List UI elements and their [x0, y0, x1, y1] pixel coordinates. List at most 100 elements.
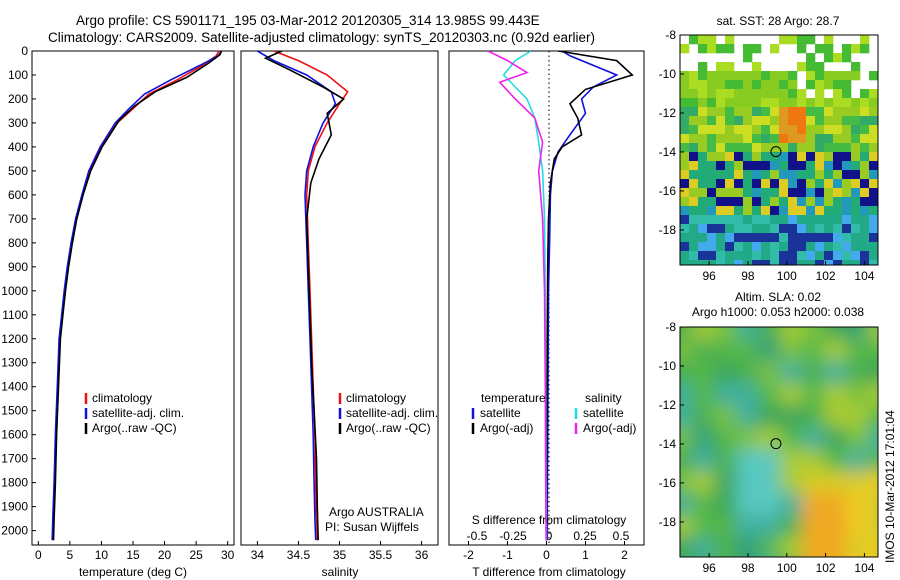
argo-location-marker — [770, 146, 782, 158]
sla-heatmap-cell — [758, 327, 780, 339]
sla-heatmap-cell — [736, 327, 758, 339]
sla-heatmap-cell — [680, 493, 692, 515]
sla-heatmap-cell — [758, 339, 780, 361]
sst-heatmap-cell — [698, 35, 708, 45]
sst-heatmap-cell — [761, 206, 771, 216]
sla-heatmap-cell — [714, 427, 736, 449]
sst-heatmap-cell — [716, 152, 726, 162]
sst-heatmap-cell — [869, 152, 878, 162]
depth-tick-label: 1300 — [1, 356, 28, 370]
temperature-tick-label: 10 — [95, 548, 109, 562]
temperature-tick-label: 5 — [67, 548, 74, 562]
sst-heatmap-cell — [680, 152, 690, 162]
sst-heatmap-cell — [779, 71, 789, 81]
salinity-panel: 34 34.5 35 35.5 36 salinity climatologysatel… — [240, 50, 439, 579]
sla-map-tick-labels: 96 98 100 102 104 -8 -10 -12 -14 -16 -18 — [659, 320, 875, 575]
sst-map-panel: sat. SST: 28 Argo: 28.7 96 98 100 102 104 -8 -… — [659, 14, 879, 283]
sst-heatmap-cell — [806, 107, 816, 117]
sst-heatmap-cell — [725, 71, 735, 81]
sla-heatmap-cell — [680, 449, 692, 471]
salinity-legend-label: Argo(..raw -QC) — [346, 421, 431, 435]
sst-heatmap-cell — [743, 215, 753, 225]
sla-heatmap-cell — [868, 449, 878, 471]
sst-heatmap-cell — [761, 89, 771, 99]
sst-heatmap-cell — [851, 143, 861, 153]
sst-heatmap-cell — [770, 179, 780, 189]
sst-heatmap-cell — [824, 224, 834, 234]
sst-heatmap-cell — [842, 224, 852, 234]
sst-heatmap-cell — [743, 224, 753, 234]
sla-heatmap-cell — [868, 339, 878, 361]
difference-series-salinity-satellite — [502, 51, 548, 541]
sst-heatmap-cell — [689, 179, 699, 189]
sst-heatmap-cell — [689, 260, 699, 265]
s-difference-tick-label: -0.5 — [467, 529, 488, 543]
t-difference-xlabel: T difference from climatology — [472, 565, 626, 579]
salinity-tick-labels: 34 34.5 35 35.5 36 — [251, 541, 429, 562]
sst-heatmap-cell — [842, 71, 852, 81]
sla-heatmap-cell — [714, 361, 736, 383]
sla-heatmap-cell — [846, 449, 868, 471]
sst-heatmap-cell — [761, 71, 771, 81]
sst-heatmap-cell — [869, 215, 878, 225]
sst-heatmap-cell — [824, 71, 834, 81]
sst-heatmap-cell — [752, 224, 762, 234]
sst-heatmap-cell — [725, 215, 735, 225]
sst-heatmap-cell — [788, 152, 798, 162]
sst-heatmap-cell — [869, 143, 878, 153]
sst-heatmap-cell — [860, 98, 870, 108]
sla-heatmap-cell — [680, 339, 692, 361]
sst-heatmap-cell — [842, 143, 852, 153]
sla-heatmap-cell — [868, 493, 878, 515]
sst-map-lat-tick-label: -14 — [659, 145, 677, 159]
sst-heatmap-cell — [707, 143, 717, 153]
sla-heatmap-cell — [692, 515, 714, 537]
sla-heatmap-cell — [680, 405, 692, 427]
sst-heatmap-cell — [806, 35, 816, 45]
sst-map-lat-tick-label: -18 — [659, 223, 677, 237]
sst-heatmap-cell — [680, 143, 690, 153]
sst-heatmap-cell — [734, 251, 744, 261]
sst-heatmap-cell — [824, 215, 834, 225]
sst-heatmap-cell — [698, 71, 708, 81]
sst-heatmap-cell — [797, 242, 807, 252]
sst-heatmap-cell — [770, 170, 780, 180]
sst-heatmap-cell — [761, 116, 771, 126]
sla-heatmap-cell — [680, 471, 692, 493]
sst-heatmap-cell — [770, 125, 780, 135]
sst-heatmap-cell — [734, 134, 744, 144]
depth-tick-label: 1200 — [1, 332, 28, 346]
sst-heatmap-cell — [734, 215, 744, 225]
sst-heatmap-cell — [770, 107, 780, 117]
temperature-tick-label: 25 — [189, 548, 203, 562]
sst-heatmap-cell — [833, 143, 843, 153]
sst-heatmap-cell — [806, 53, 816, 63]
sst-heatmap-cell — [689, 224, 699, 234]
sst-map-lat-tick-label: -8 — [665, 28, 676, 42]
sst-heatmap-cell — [743, 98, 753, 108]
sst-heatmap-cell — [707, 71, 717, 81]
sst-heatmap-cell — [788, 188, 798, 198]
temperature-series-satellite-adj-clim — [51, 51, 223, 541]
sst-heatmap-cell — [743, 143, 753, 153]
sst-heatmap-cell — [770, 44, 780, 54]
sst-heatmap-cell — [707, 260, 717, 265]
sst-heatmap-cell — [806, 170, 816, 180]
sst-heatmap-cell — [734, 98, 744, 108]
sst-heatmap-cell — [842, 53, 852, 63]
sst-heatmap-cell — [698, 62, 708, 72]
sst-heatmap-cell — [761, 233, 771, 243]
sst-heatmap-cell — [797, 44, 807, 54]
sla-heatmap-cell — [714, 471, 736, 493]
sst-heatmap-cell — [743, 152, 753, 162]
sst-heatmap-cell — [752, 206, 762, 216]
sst-heatmap-cell — [752, 251, 762, 261]
sla-heatmap-cell — [692, 493, 714, 515]
sst-heatmap-cell — [698, 170, 708, 180]
sst-heatmap-cell — [761, 260, 771, 265]
sst-heatmap-cell — [698, 215, 708, 225]
sst-heatmap-cell — [761, 80, 771, 90]
sst-heatmap-cell — [797, 170, 807, 180]
sst-heatmap-cell — [743, 71, 753, 81]
sst-heatmap-cell — [698, 89, 708, 99]
